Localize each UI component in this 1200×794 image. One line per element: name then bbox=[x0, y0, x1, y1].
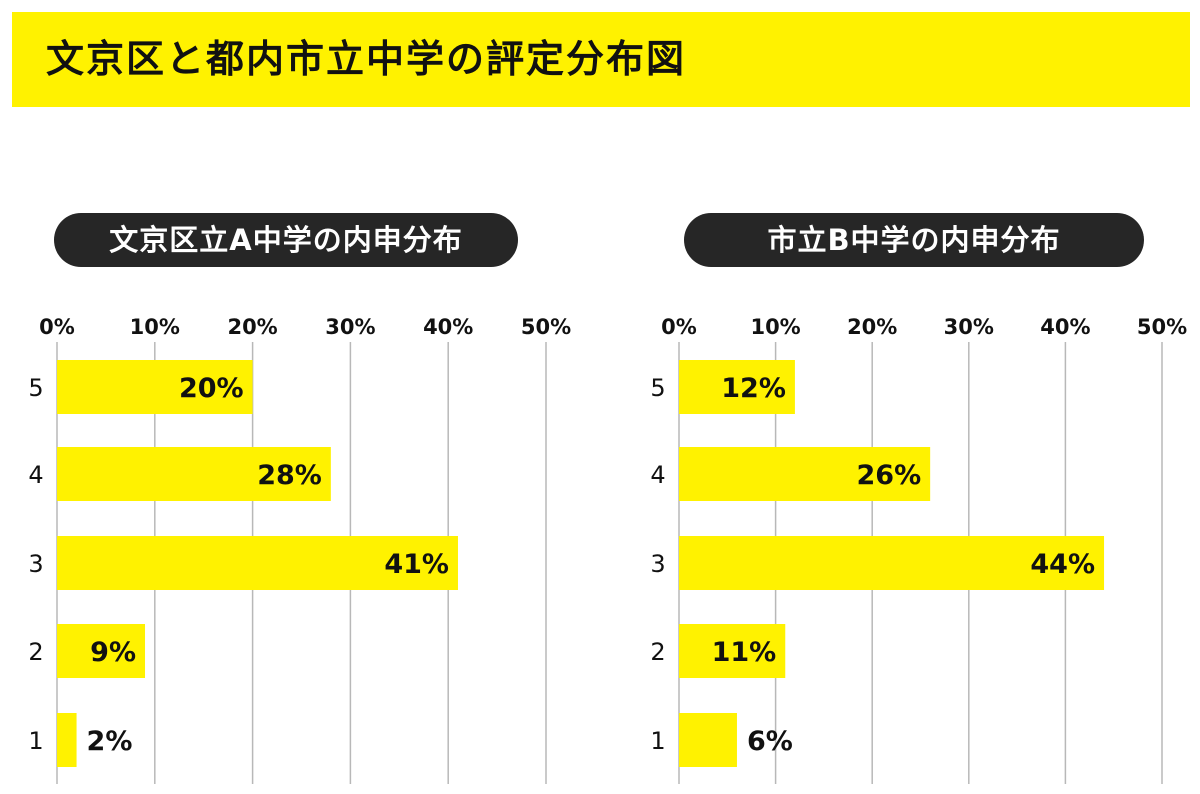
chart-b-tick-label: 40% bbox=[1040, 315, 1090, 339]
chart-b-title: 市立B中学の内申分布 bbox=[684, 213, 1144, 267]
chart-b-bar bbox=[679, 447, 931, 501]
chart-a-data-label: 9% bbox=[90, 637, 136, 668]
chart-b-category-label: 3 bbox=[650, 550, 665, 578]
chart-a-tick-label: 50% bbox=[521, 315, 571, 339]
chart-b-tick-label: 0% bbox=[661, 315, 697, 339]
chart-a-tick-label: 10% bbox=[130, 315, 180, 339]
chart-a-tick-label: 30% bbox=[325, 315, 375, 339]
chart-b-data-label: 6% bbox=[747, 726, 793, 757]
chart-a-bar bbox=[57, 360, 253, 414]
chart-a-category-label: 3 bbox=[28, 550, 43, 578]
chart-a-category-label: 1 bbox=[28, 727, 43, 755]
chart-b-tick-label: 20% bbox=[847, 315, 897, 339]
chart-b-data-label: 26% bbox=[857, 460, 922, 491]
chart-b-data-label: 12% bbox=[721, 373, 786, 404]
title-banner: 文京区と都内市立中学の評定分布図 bbox=[12, 12, 1190, 107]
chart-a-tick-label: 0% bbox=[39, 315, 75, 339]
chart-a-bar bbox=[57, 536, 458, 590]
chart-b-bar bbox=[679, 713, 737, 767]
chart-b-tick-label: 30% bbox=[944, 315, 994, 339]
chart-a-data-label: 20% bbox=[179, 373, 244, 404]
chart-a-category-label: 4 bbox=[28, 461, 43, 489]
chart-b-bar bbox=[679, 624, 786, 678]
chart-a-data-label: 41% bbox=[384, 549, 449, 580]
chart-b-bar bbox=[679, 536, 1105, 590]
chart-a-title: 文京区立A中学の内申分布 bbox=[54, 213, 518, 267]
chart-a-data-label: 28% bbox=[257, 460, 322, 491]
chart-a-bar bbox=[57, 713, 77, 767]
page-title: 文京区と都内市立中学の評定分布図 bbox=[46, 37, 687, 81]
chart-a-tick-label: 40% bbox=[423, 315, 473, 339]
chart-b-tick-label: 10% bbox=[750, 315, 800, 339]
chart-b-tick-label: 50% bbox=[1137, 315, 1187, 339]
chart-b-data-label: 11% bbox=[712, 637, 777, 668]
chart-b-category-label: 1 bbox=[650, 727, 665, 755]
chart-b-bar bbox=[679, 360, 795, 414]
chart-b-category-label: 2 bbox=[650, 638, 665, 666]
chart-a-category-label: 2 bbox=[28, 638, 43, 666]
chart-a-category-label: 5 bbox=[28, 374, 43, 402]
chart-a-tick-label: 20% bbox=[227, 315, 277, 339]
chart-b-category-label: 4 bbox=[650, 461, 665, 489]
chart-a-bar bbox=[57, 447, 331, 501]
chart-b-category-label: 5 bbox=[650, 374, 665, 402]
chart-a-bar bbox=[57, 624, 146, 678]
chart-a-data-label: 2% bbox=[87, 726, 133, 757]
chart-b-data-label: 44% bbox=[1030, 549, 1095, 580]
